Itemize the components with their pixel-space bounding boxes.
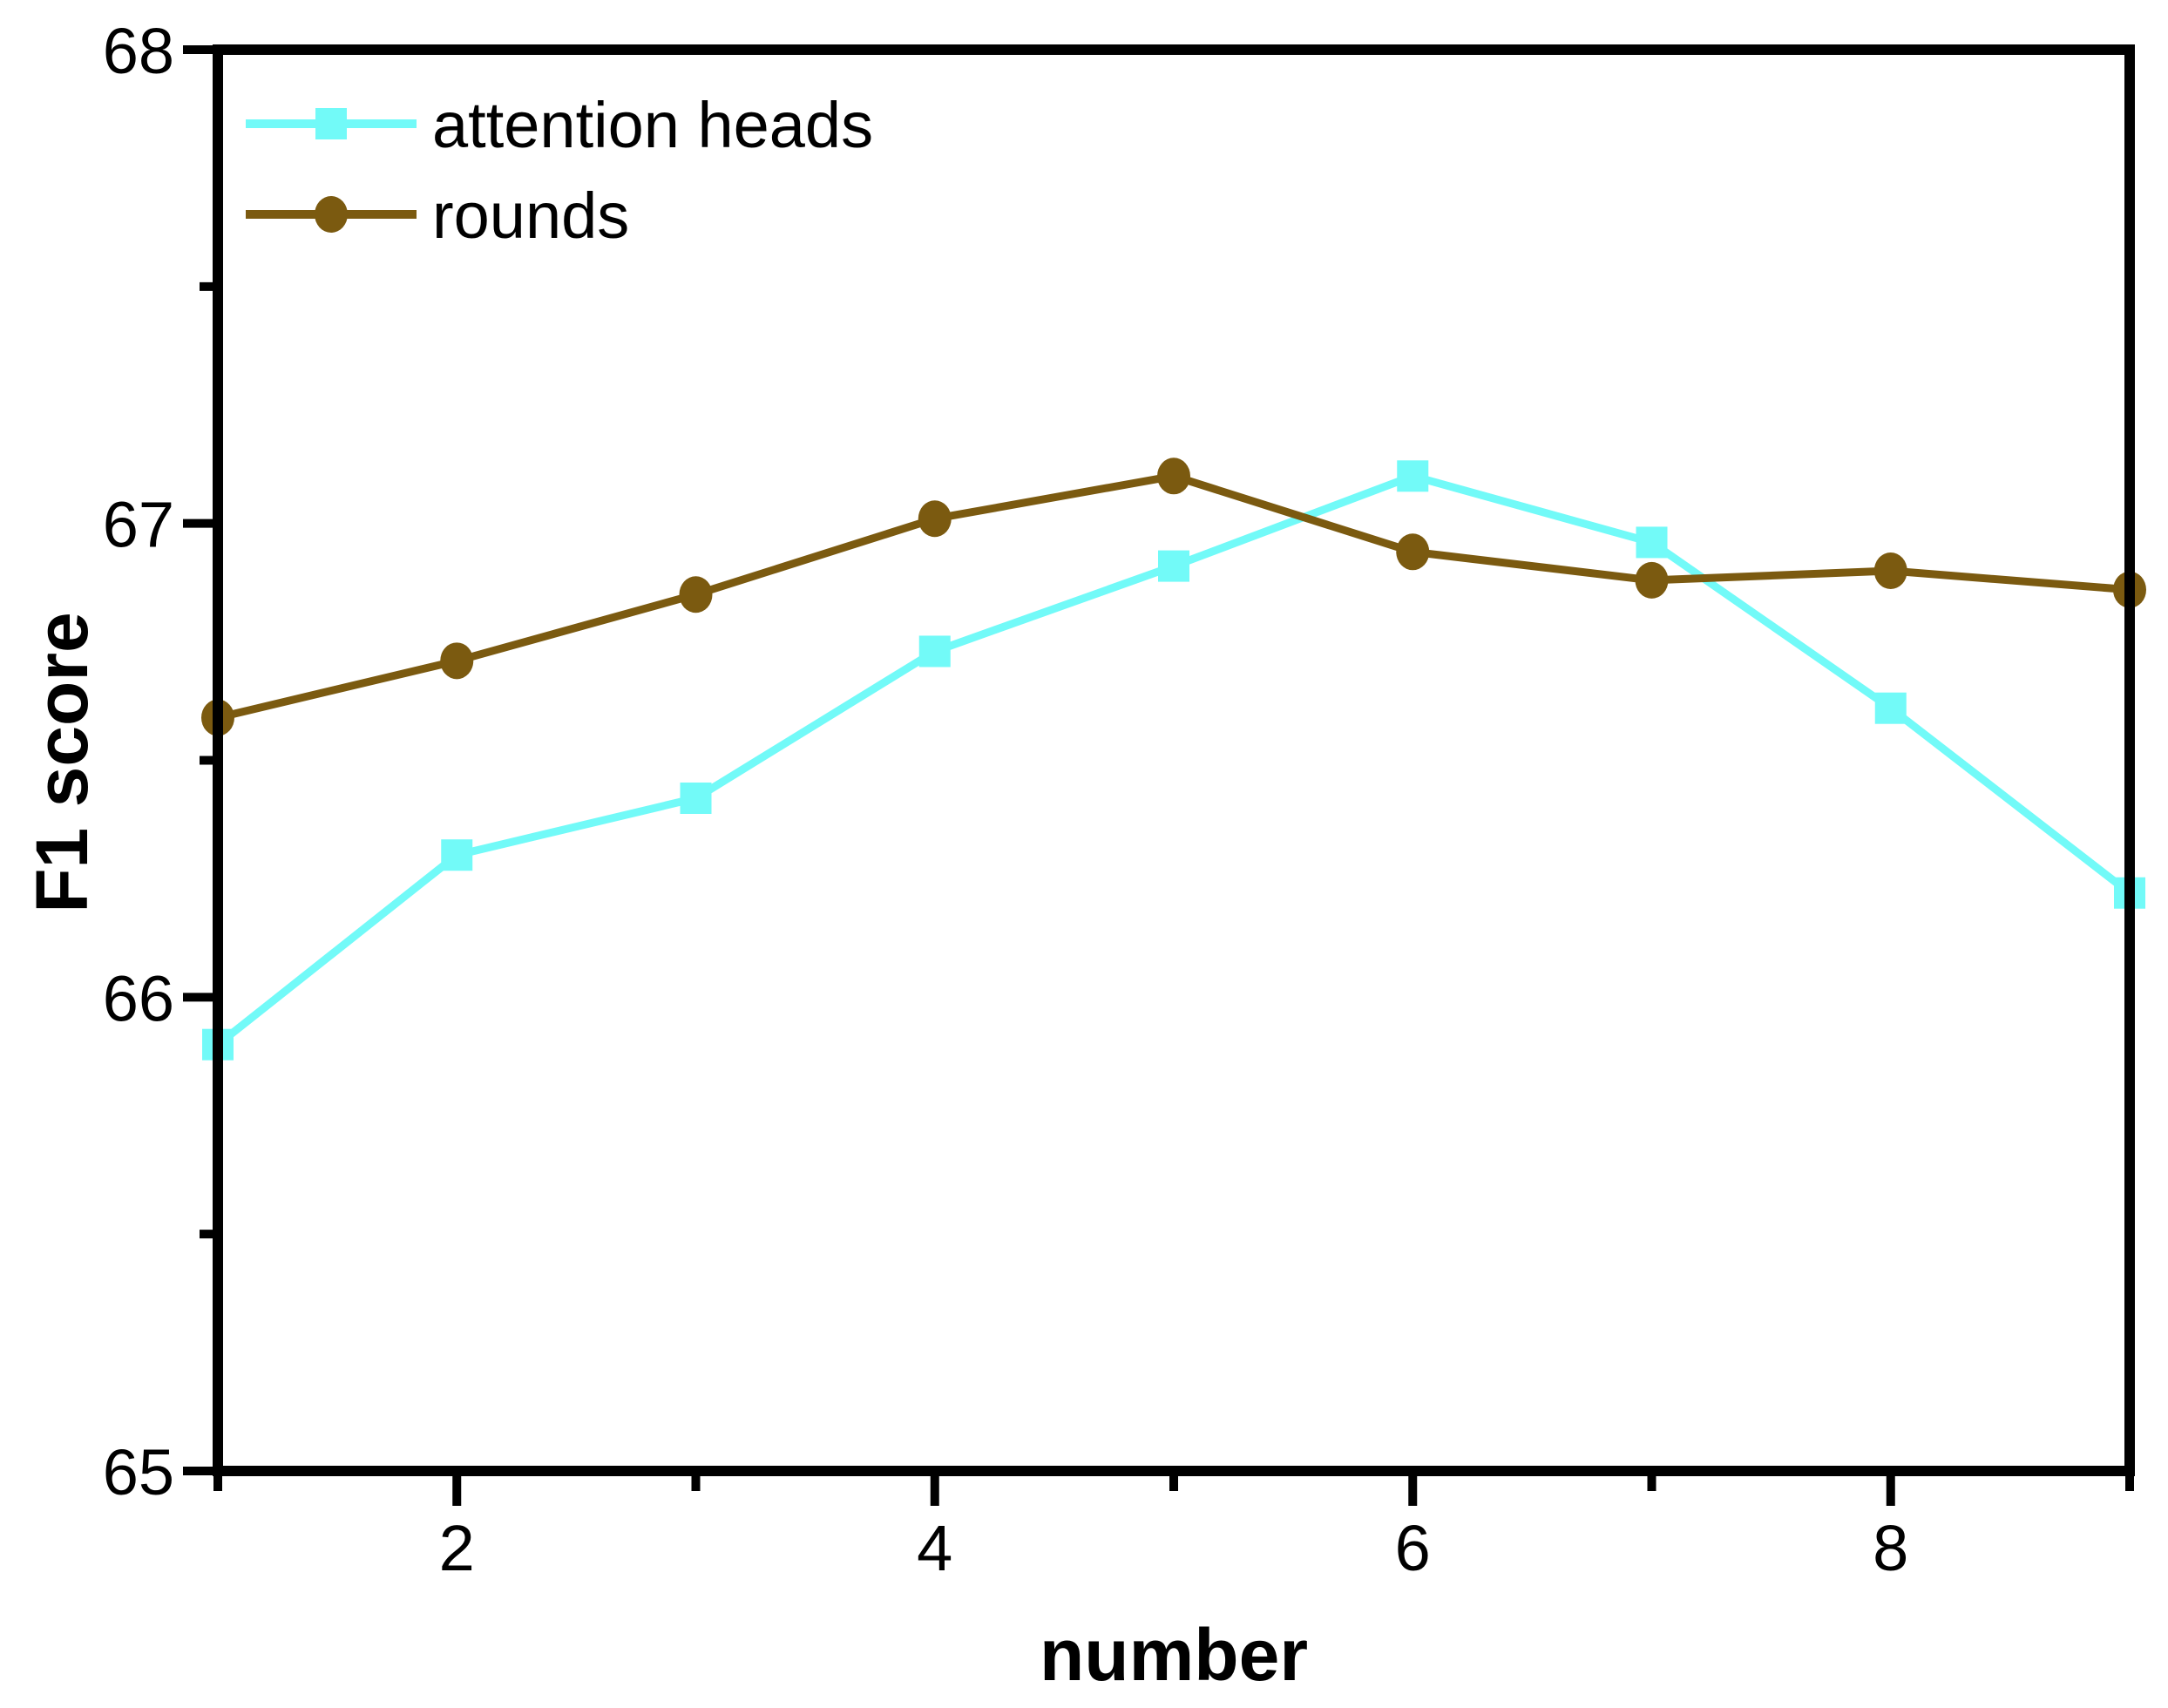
- x-tick-label: 8: [1873, 1512, 1908, 1584]
- data-point-square: [441, 839, 473, 871]
- y-axis-title: F1 score: [21, 612, 103, 913]
- data-point-square: [1158, 550, 1189, 582]
- data-point-square: [1397, 460, 1429, 492]
- legend-label-0: attention heads: [432, 89, 873, 161]
- data-point-circle: [1873, 552, 1907, 590]
- legend-circle-marker: [315, 196, 348, 233]
- y-tick-label: 67: [103, 489, 174, 561]
- x-tick-label: 4: [917, 1512, 952, 1584]
- y-tick-label: 68: [103, 15, 174, 87]
- plot-frame: [213, 44, 2135, 1476]
- data-point-circle: [1396, 533, 1430, 571]
- x-tick-label: 2: [439, 1512, 475, 1584]
- data-point-square: [1636, 526, 1668, 559]
- data-point-square: [1874, 692, 1907, 724]
- data-point-square: [918, 635, 951, 668]
- legend-square-marker: [315, 108, 347, 139]
- legend-label-1: rounds: [432, 180, 629, 252]
- y-tick-label: 66: [103, 962, 174, 1034]
- data-point-circle: [1635, 561, 1669, 599]
- data-point-circle: [679, 576, 713, 613]
- data-point-circle: [1157, 458, 1190, 495]
- data-point-square: [680, 782, 712, 814]
- series-layer: [201, 458, 2146, 1061]
- x-tick-label: 6: [1395, 1512, 1431, 1584]
- legend: attention heads rounds: [246, 89, 873, 252]
- y-tick-label: 65: [103, 1436, 174, 1508]
- x-axis-title: number: [1040, 1614, 1308, 1696]
- data-point-circle: [440, 642, 474, 680]
- series-line-1: [216, 471, 2131, 722]
- data-point-circle: [918, 500, 952, 538]
